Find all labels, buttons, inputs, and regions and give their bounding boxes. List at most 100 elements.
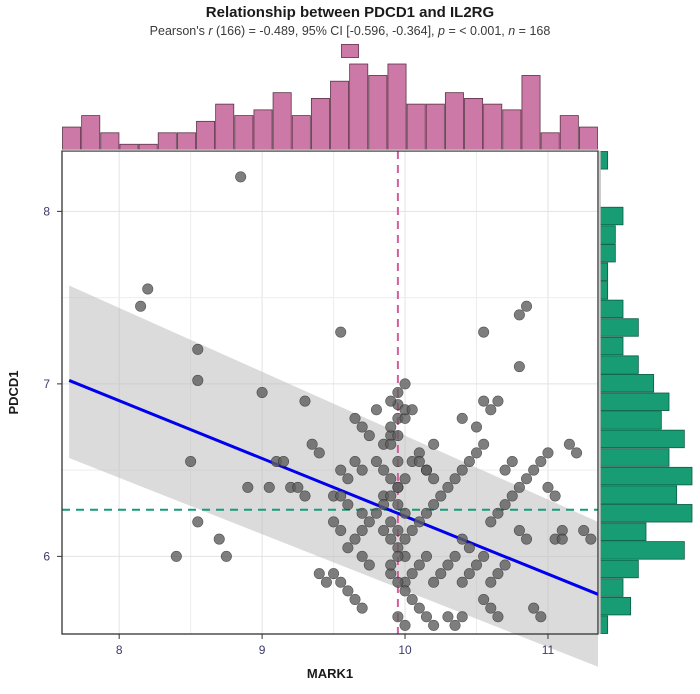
scatter-point [386, 474, 396, 484]
top-histogram-bar [197, 121, 215, 150]
y-axis-title: PDCD1 [6, 370, 21, 414]
scatter-point [528, 603, 538, 613]
right-histogram-bar [600, 412, 661, 430]
scatter-point [536, 456, 546, 466]
scatter-point [293, 482, 303, 492]
top-histogram-bar [445, 93, 463, 150]
right-histogram-bar [600, 467, 692, 485]
scatter-point [464, 543, 474, 553]
scatter-point [371, 456, 381, 466]
right-histogram-bar [600, 226, 615, 244]
scatter-point [486, 405, 496, 415]
scatter-point [414, 560, 424, 570]
right-histogram-bar [600, 207, 623, 225]
scatter-point [507, 456, 517, 466]
scatter-point [450, 551, 460, 561]
scatter-point [386, 396, 396, 406]
scatter-point [486, 517, 496, 527]
top-histogram-bar [579, 127, 597, 150]
scatter-point [471, 560, 481, 570]
scatter-point [336, 327, 346, 337]
chart-subtitle: Pearson's r (166) = -0.489, 95% CI [-0.5… [0, 24, 700, 38]
right-histogram-bar [600, 616, 608, 634]
right-histogram-bar [600, 244, 615, 262]
scatter-point [521, 534, 531, 544]
x-axis-tick-label: 10 [398, 643, 412, 657]
y-axis-tick-label: 8 [43, 204, 50, 218]
scatter-point [193, 344, 203, 354]
scatter-point [300, 396, 310, 406]
top-histogram-bar [273, 93, 291, 150]
scatter-point [393, 577, 403, 587]
top-histogram-bar [426, 104, 444, 150]
top-histogram-bar [292, 116, 310, 150]
scatter-point [214, 534, 224, 544]
scatter-point [393, 499, 403, 509]
top-histogram-bar [177, 133, 195, 150]
scatter-point [478, 594, 488, 604]
scatter-point [428, 439, 438, 449]
scatter-point [386, 560, 396, 570]
top-histogram-bar [465, 98, 483, 150]
scatter-point [400, 379, 410, 389]
scatter-point [450, 620, 460, 630]
scatter-point [586, 534, 596, 544]
right-histogram-bar [600, 337, 623, 355]
scatter-point [343, 543, 353, 553]
scatter-point [514, 525, 524, 535]
scatter-point [393, 525, 403, 535]
scatter-point [393, 482, 403, 492]
legend-color-swatch [341, 44, 359, 58]
scatter-point [300, 491, 310, 501]
scatter-point [428, 499, 438, 509]
scatter-point [436, 491, 446, 501]
scatter-point [493, 396, 503, 406]
scatter-point [500, 499, 510, 509]
scatter-point [464, 568, 474, 578]
scatter-point [336, 577, 346, 587]
top-histogram-bar [350, 64, 368, 150]
right-histogram-bar [600, 430, 684, 448]
top-histogram-bar [503, 110, 521, 150]
x-axis-tick-label: 9 [259, 643, 266, 657]
scatter-point [328, 568, 338, 578]
scatter-point [343, 474, 353, 484]
top-histogram-bar [82, 116, 100, 150]
scatter-point [478, 439, 488, 449]
scatter-point [257, 387, 267, 397]
scatter-point [543, 482, 553, 492]
right-histogram-bar [600, 300, 623, 318]
scatter-point [421, 612, 431, 622]
scatter-point [536, 612, 546, 622]
scatter-point [336, 465, 346, 475]
scatter-point [143, 284, 153, 294]
right-histogram-bar [600, 263, 608, 281]
scatter-point [364, 517, 374, 527]
top-histogram-bar [139, 144, 157, 150]
scatter-point [357, 603, 367, 613]
scatter-point [357, 551, 367, 561]
right-histogram-bar [600, 560, 638, 578]
scatter-point [343, 586, 353, 596]
scatter-point [521, 301, 531, 311]
scatter-point [421, 508, 431, 518]
scatter-point [400, 620, 410, 630]
scatter-point [493, 508, 503, 518]
top-histogram-bar [216, 104, 234, 150]
right-histogram-bar [600, 319, 638, 337]
right-histogram-bar [600, 449, 669, 467]
scatter-point [486, 577, 496, 587]
scatter-point [386, 517, 396, 527]
scatter-point [464, 456, 474, 466]
scatter-point [507, 491, 517, 501]
scatter-point [514, 310, 524, 320]
right-histogram-bar [600, 282, 608, 300]
right-histogram-bar [600, 486, 677, 504]
scatter-histogram-chart: Relationship between PDCD1 and IL2RG Pea… [0, 0, 700, 694]
scatter-point [486, 603, 496, 613]
top-histogram-bar [388, 64, 406, 150]
scatter-point [350, 413, 360, 423]
scatter-point [264, 482, 274, 492]
scatter-point [386, 422, 396, 432]
top-histogram-bar [235, 116, 253, 150]
